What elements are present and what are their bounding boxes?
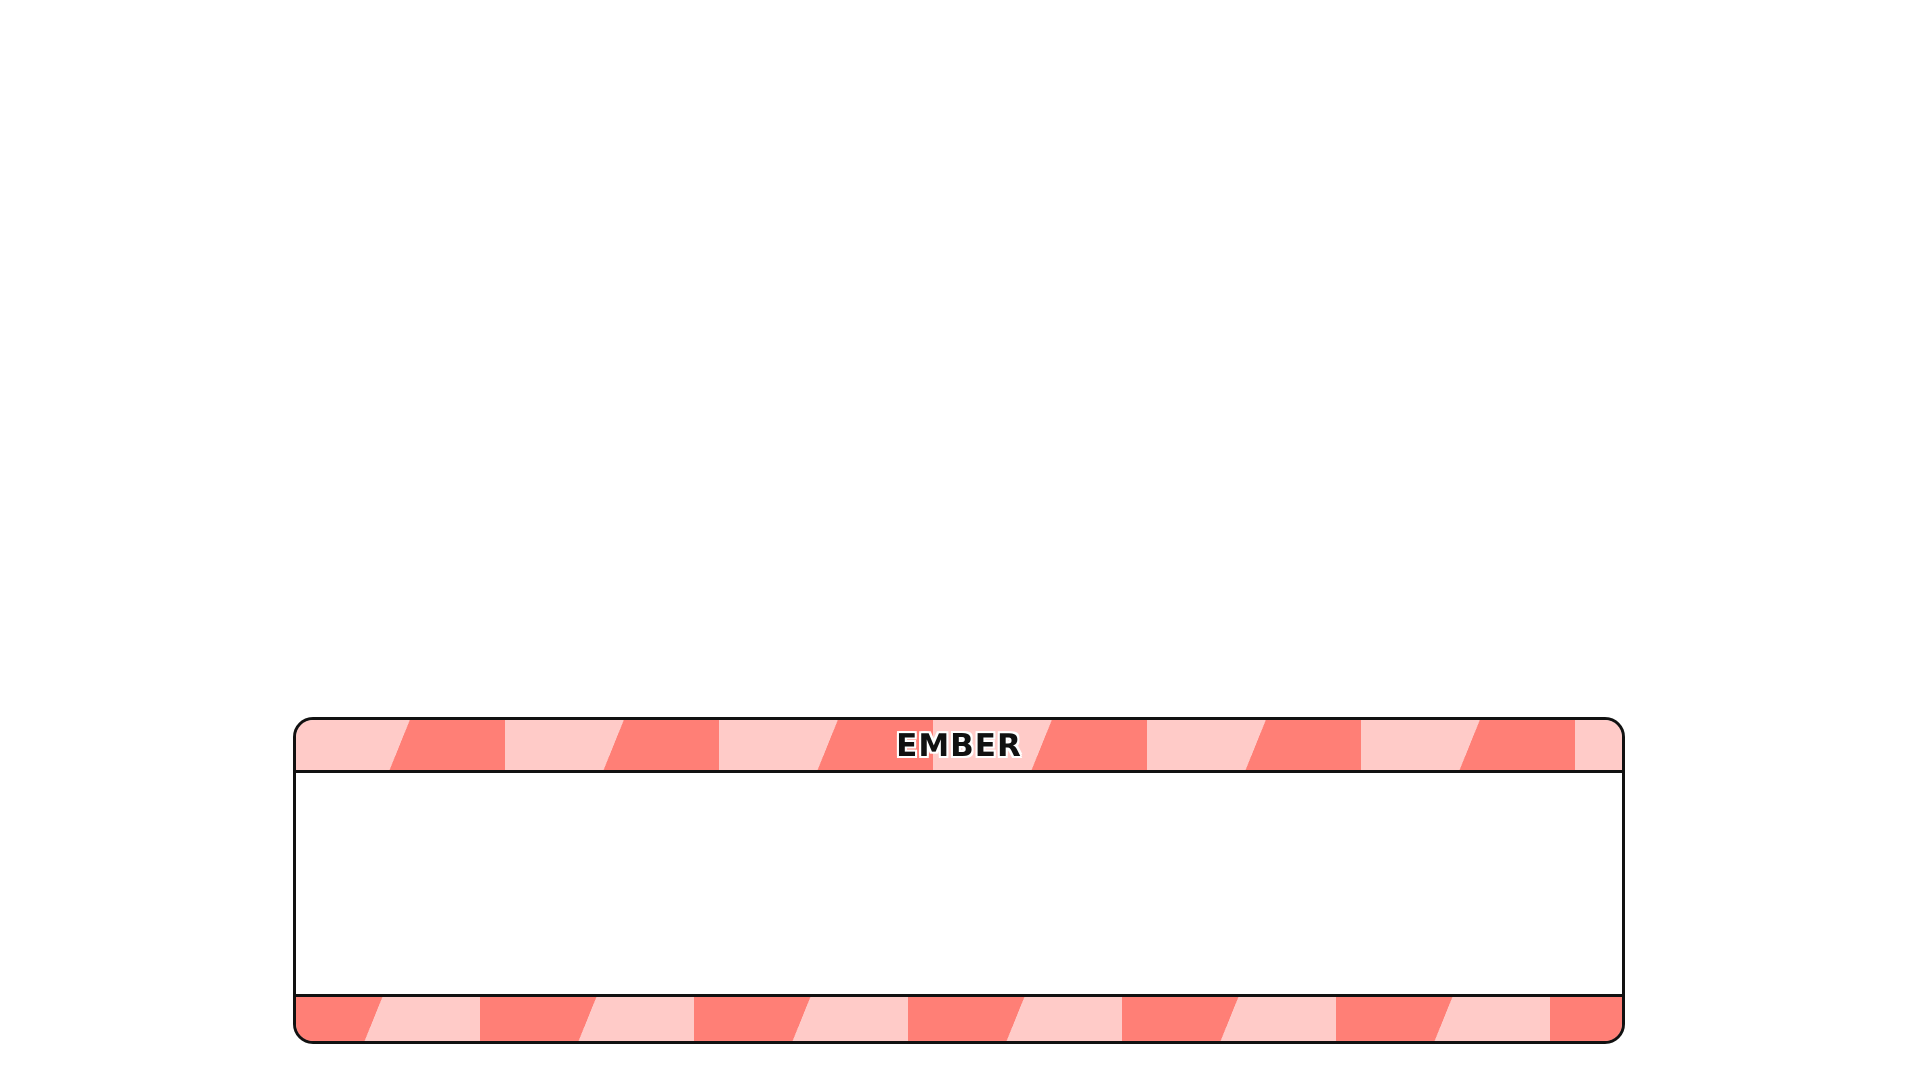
dialogue-footer-stripe bbox=[296, 994, 1622, 1041]
speaker-name: EMBER bbox=[896, 728, 1022, 764]
dialogue-box[interactable]: EMBER bbox=[293, 717, 1625, 1044]
dialogue-header-stripe bbox=[296, 720, 1622, 773]
dialogue-text bbox=[326, 788, 1592, 981]
